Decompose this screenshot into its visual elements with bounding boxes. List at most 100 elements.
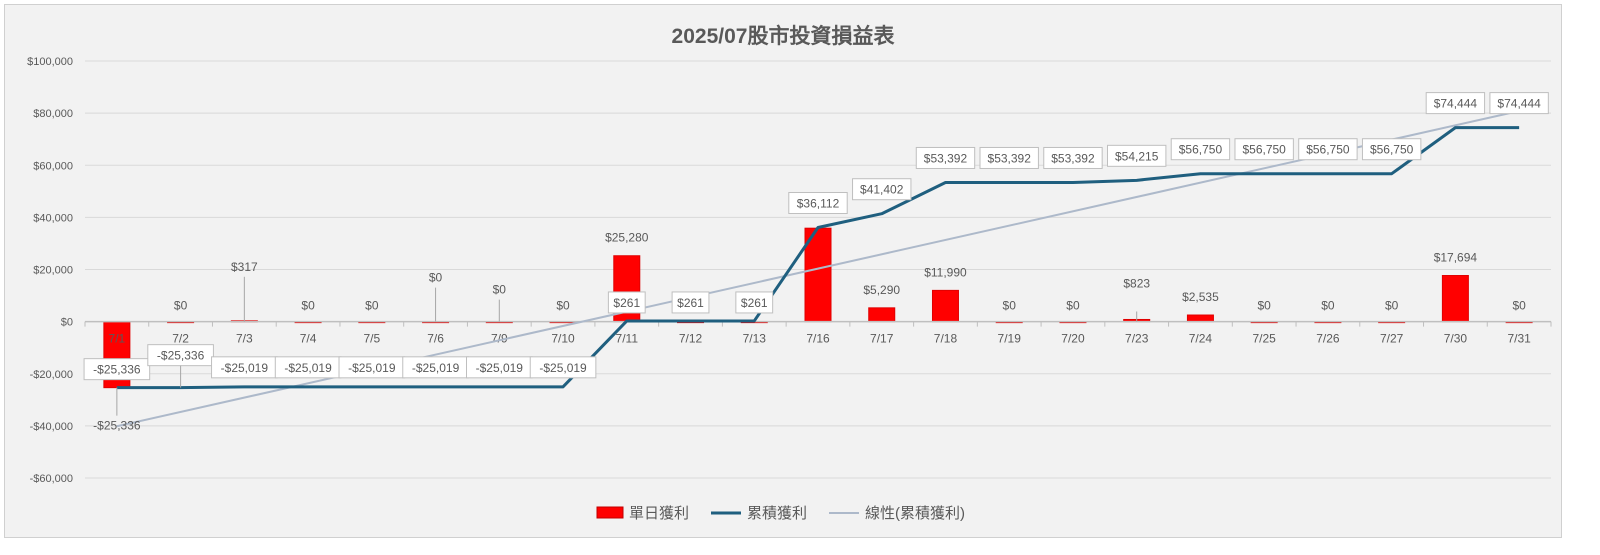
data-label-daily: $0 <box>174 299 188 313</box>
x-tick-label: 7/3 <box>236 332 253 346</box>
legend: 單日獲利 累積獲利 線性(累積獲利) <box>596 505 965 522</box>
data-label-box-cumulative <box>1043 146 1103 169</box>
data-label-box-cumulative <box>607 291 646 314</box>
x-tick-label: 7/4 <box>300 332 317 346</box>
data-label-daily: $0 <box>1066 299 1080 313</box>
legend-label-daily: 單日獲利 <box>629 505 689 522</box>
x-tick-label: 7/1 <box>109 332 126 346</box>
data-label-cumulative: $53,392 <box>924 151 968 165</box>
data-label-box-cumulative <box>788 192 848 215</box>
x-tick-label: 7/19 <box>998 332 1022 346</box>
data-label-box-cumulative <box>1170 138 1231 161</box>
data-label-cumulative: $261 <box>613 296 640 310</box>
data-label-daily: $0 <box>1257 299 1271 313</box>
data-label-daily: $0 <box>1385 299 1399 313</box>
data-label-cumulative: -$25,019 <box>221 361 269 375</box>
data-label-cumulative: -$25,019 <box>348 361 396 375</box>
x-tick-label: 7/17 <box>870 332 894 346</box>
data-label-box-cumulative <box>1361 138 1422 161</box>
bar-daily <box>931 289 959 323</box>
data-label-daily: $25,280 <box>605 231 649 245</box>
data-label-daily: $2,535 <box>1182 290 1219 304</box>
data-label-box-cumulative <box>915 146 976 169</box>
data-label-cumulative: $36,112 <box>797 197 840 211</box>
x-tick-label: 7/16 <box>806 332 830 346</box>
data-label-cumulative: $74,444 <box>1497 97 1541 111</box>
x-tick-label: 7/6 <box>427 332 444 346</box>
data-label-box-cumulative <box>671 291 710 314</box>
y-tick-label: $60,000 <box>33 160 73 172</box>
data-label-box-cumulative <box>1234 138 1294 161</box>
x-tick-label: 7/27 <box>1380 332 1404 346</box>
x-tick-label: 7/11 <box>616 332 639 346</box>
data-label-box-cumulative <box>1489 92 1549 115</box>
data-label-cumulative: $53,392 <box>1051 151 1095 165</box>
data-label-cumulative: $261 <box>677 296 704 310</box>
data-label-daily: $0 <box>1003 299 1017 313</box>
data-label-box-cumulative <box>735 291 774 314</box>
x-tick-label: 7/12 <box>679 332 703 346</box>
data-label-box-cumulative <box>1425 92 1486 115</box>
x-tick-label: 7/30 <box>1444 332 1468 346</box>
x-tick-label: 7/18 <box>934 332 958 346</box>
data-label-cumulative: -$25,336 <box>93 363 141 377</box>
data-label-cumulative: $56,750 <box>1370 143 1414 157</box>
data-label-daily: $0 <box>301 299 315 313</box>
data-label-daily: $317 <box>231 260 258 274</box>
data-label-cumulative: -$25,019 <box>539 361 587 375</box>
data-label-box-cumulative <box>852 178 912 201</box>
data-label-cumulative: $54,215 <box>1115 149 1159 163</box>
x-tick-label: 7/13 <box>743 332 767 346</box>
y-tick-label: $80,000 <box>33 108 73 120</box>
data-label-box-cumulative <box>529 356 597 379</box>
x-tick-label: 7/2 <box>172 332 189 346</box>
x-tick-label: 7/23 <box>1125 332 1149 346</box>
data-label-daily: -$25,336 <box>93 419 141 433</box>
data-label-daily: $0 <box>556 299 570 313</box>
y-tick-label: -$40,000 <box>30 421 73 433</box>
bar-daily <box>868 307 896 323</box>
data-label-cumulative: -$25,019 <box>284 361 332 375</box>
x-tick-label: 7/31 <box>1507 332 1531 346</box>
y-tick-label: -$20,000 <box>30 369 73 381</box>
data-label-box-cumulative <box>1106 144 1167 167</box>
legend-label-trendline: 線性(累積獲利) <box>865 505 965 522</box>
data-label-box-cumulative <box>979 146 1039 169</box>
data-label-daily: $823 <box>1123 277 1150 291</box>
legend-swatch-daily <box>596 506 624 519</box>
data-label-daily: $17,694 <box>1434 251 1478 265</box>
chart-svg: 2025/07股市投資損益表 -$60,000 -$40,000 -$20,000 $… <box>27 24 1552 522</box>
data-label-daily: $0 <box>1321 299 1335 313</box>
data-label-daily: $0 <box>1512 299 1526 313</box>
bar-daily <box>1186 314 1214 323</box>
data-label-cumulative: $261 <box>741 296 768 310</box>
data-label-daily: $0 <box>365 299 379 313</box>
data-label-cumulative: -$25,019 <box>476 361 524 375</box>
data-label-cumulative: $56,750 <box>1179 143 1223 157</box>
x-tick-label: 7/5 <box>363 332 380 346</box>
data-label-daily: $0 <box>429 271 443 285</box>
data-label-cumulative: $56,750 <box>1242 143 1286 157</box>
x-tick-label: 7/25 <box>1252 332 1276 346</box>
y-tick-label: $20,000 <box>33 265 73 277</box>
data-label-cumulative: $53,392 <box>988 151 1032 165</box>
line-cumulative <box>116 126 1520 390</box>
data-label-daily: $5,290 <box>863 283 900 297</box>
x-tick-label: 7/24 <box>1189 332 1213 346</box>
chart-title: 2025/07股市投資損益表 <box>672 24 896 48</box>
data-label-cumulative: $41,402 <box>860 183 904 197</box>
bar-daily <box>1441 275 1469 323</box>
y-tick-label: $100,000 <box>27 56 73 68</box>
x-tick-label: 7/10 <box>551 332 575 346</box>
data-label-box-cumulative <box>1298 138 1358 161</box>
x-tick-label: 7/26 <box>1316 332 1340 346</box>
data-label-cumulative: $74,444 <box>1434 97 1478 111</box>
data-label-daily: $11,990 <box>924 265 967 279</box>
y-tick-label: -$60,000 <box>30 473 73 485</box>
y-tick-label: $40,000 <box>33 212 73 224</box>
y-tick-label: $0 <box>61 317 73 329</box>
data-label-cumulative: $56,750 <box>1306 143 1350 157</box>
data-label-daily: $0 <box>493 283 507 297</box>
data-label-box-cumulative <box>83 358 151 381</box>
x-tick-label: 7/20 <box>1061 332 1085 346</box>
